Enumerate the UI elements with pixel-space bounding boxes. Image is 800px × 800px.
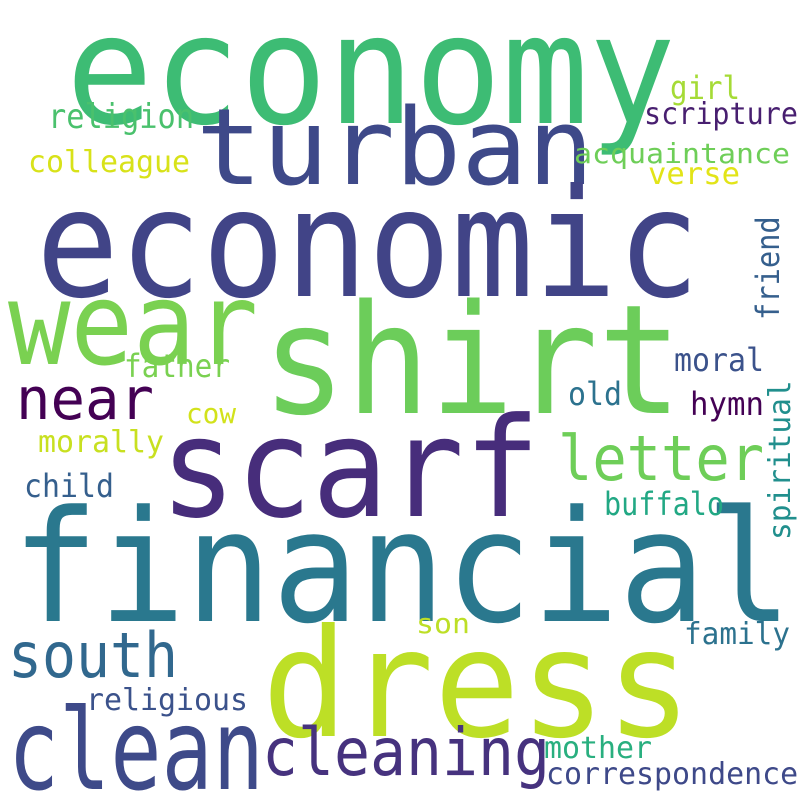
word-colleague: colleague — [28, 145, 191, 180]
word-cow: cow — [186, 397, 237, 430]
word-friend: friend — [749, 216, 787, 320]
word-religious: religious — [86, 683, 249, 718]
word-old: old — [568, 375, 622, 413]
word-turban: turban — [196, 86, 594, 209]
word-moral: moral — [674, 341, 764, 379]
word-correspondence: correspondence — [546, 757, 799, 792]
word-religion: religion — [48, 97, 195, 137]
word-father: father — [124, 347, 230, 385]
word-verse: verse — [648, 157, 741, 192]
word-economic: economic — [36, 158, 700, 332]
word-buffalo: buffalo — [604, 485, 725, 523]
word-family: family — [684, 617, 790, 652]
word-south: south — [8, 619, 179, 692]
word-son: son — [416, 607, 471, 640]
word-dress: dress — [262, 598, 692, 772]
word-spiritual: spiritual — [763, 380, 798, 540]
word-scripture: scripture — [644, 97, 798, 132]
word-letter: letter — [558, 422, 765, 495]
word-acquaintance: acquaintance — [574, 137, 791, 170]
word-mother: mother — [544, 731, 653, 766]
word-economy: economy — [66, 0, 676, 159]
word-scarf: scarf — [160, 388, 541, 549]
word-clean: clean — [8, 686, 264, 800]
word-cleaning: cleaning — [262, 714, 551, 791]
word-girl: girl — [670, 69, 740, 107]
word-hymn: hymn — [690, 385, 764, 423]
word-near: near — [16, 365, 155, 433]
word-financial: financial — [12, 477, 793, 658]
word-wear: wear — [8, 258, 259, 391]
word-shirt: shirt — [262, 272, 683, 449]
word-morally: morally — [38, 425, 165, 460]
word-child: child — [24, 467, 114, 505]
